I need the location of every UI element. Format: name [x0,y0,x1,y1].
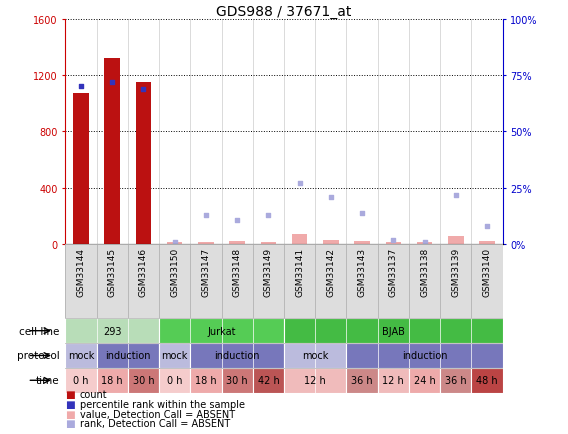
Text: 12 h: 12 h [304,375,326,385]
Text: GSM33144: GSM33144 [77,247,85,296]
Bar [229,241,245,245]
Text: GSM33148: GSM33148 [233,247,241,296]
Bar [471,368,503,393]
Point [170,239,179,246]
Bar [417,242,432,245]
Text: 24 h: 24 h [414,375,436,385]
Point [264,212,273,219]
Text: ■: ■ [65,418,75,428]
Text: GSM33145: GSM33145 [108,247,116,296]
Point [358,210,367,217]
Bar [346,368,378,393]
Text: 36 h: 36 h [351,375,373,385]
Text: ■: ■ [65,409,75,419]
Text: mock: mock [68,351,94,361]
Bar [284,343,346,368]
Text: value, Detection Call = ABSENT: value, Detection Call = ABSENT [80,409,235,419]
Bar [128,368,159,393]
Text: count: count [80,390,107,399]
Text: 12 h: 12 h [382,375,404,385]
Point [233,217,242,224]
Point [326,194,335,201]
Bar [97,343,159,368]
Text: mock: mock [161,351,188,361]
Text: 30 h: 30 h [132,375,154,385]
Bar [479,242,495,245]
Text: GSM33150: GSM33150 [170,247,179,296]
Bar [159,343,190,368]
Text: GSM33137: GSM33137 [389,247,398,296]
Text: cell line: cell line [19,326,60,336]
Bar [409,368,440,393]
Text: 48 h: 48 h [476,375,498,385]
Point [139,86,148,93]
Text: GSM33140: GSM33140 [483,247,491,296]
Text: 42 h: 42 h [257,375,279,385]
Text: 18 h: 18 h [101,375,123,385]
Bar [284,319,503,343]
Bar [190,368,222,393]
Bar [261,242,276,245]
Point [108,79,117,86]
Text: GSM33139: GSM33139 [452,247,460,296]
Text: 36 h: 36 h [445,375,467,385]
Point [451,192,460,199]
Point [76,84,86,91]
Text: 0 h: 0 h [73,375,89,385]
Text: 293: 293 [103,326,122,336]
Bar [253,368,284,393]
Bar [354,241,370,245]
Text: ■: ■ [65,399,75,409]
Bar [378,368,409,393]
Text: 30 h: 30 h [226,375,248,385]
Bar [105,59,120,245]
Bar [386,242,401,245]
Text: Jurkat: Jurkat [207,326,236,336]
Bar [97,368,128,393]
Text: induction: induction [214,351,260,361]
Bar [190,343,284,368]
Bar [167,242,182,245]
Point [483,223,492,230]
Title: GDS988 / 37671_at: GDS988 / 37671_at [216,4,352,19]
Point [295,181,304,187]
Text: protocol: protocol [17,351,60,361]
Bar [65,319,159,343]
Text: 18 h: 18 h [195,375,217,385]
Bar [440,368,471,393]
Text: induction: induction [402,351,448,361]
Point [389,237,398,244]
Text: GSM33143: GSM33143 [358,247,366,296]
Text: GSM33142: GSM33142 [327,247,335,296]
Bar [136,83,151,245]
Bar [284,368,346,393]
Text: percentile rank within the sample: percentile rank within the sample [80,399,244,409]
Bar [346,343,503,368]
Text: ■: ■ [65,390,75,399]
Bar [65,343,97,368]
Point [420,239,429,246]
Text: induction: induction [105,351,151,361]
Text: GSM33138: GSM33138 [420,247,429,296]
Text: mock: mock [302,351,328,361]
Bar [159,368,190,393]
Bar [65,368,97,393]
Point [202,212,211,219]
Bar [159,319,284,343]
Text: GSM33149: GSM33149 [264,247,273,296]
Text: time: time [36,375,60,385]
Bar [292,235,307,245]
Text: 0 h: 0 h [167,375,182,385]
Bar [448,237,463,245]
Text: GSM33147: GSM33147 [202,247,210,296]
Text: GSM33146: GSM33146 [139,247,148,296]
Text: rank, Detection Call = ABSENT: rank, Detection Call = ABSENT [80,418,230,428]
Bar [198,243,214,245]
Text: GSM33141: GSM33141 [295,247,304,296]
Bar [222,368,253,393]
Bar [323,240,339,245]
Text: BJAB: BJAB [382,326,405,336]
Bar [73,94,89,245]
